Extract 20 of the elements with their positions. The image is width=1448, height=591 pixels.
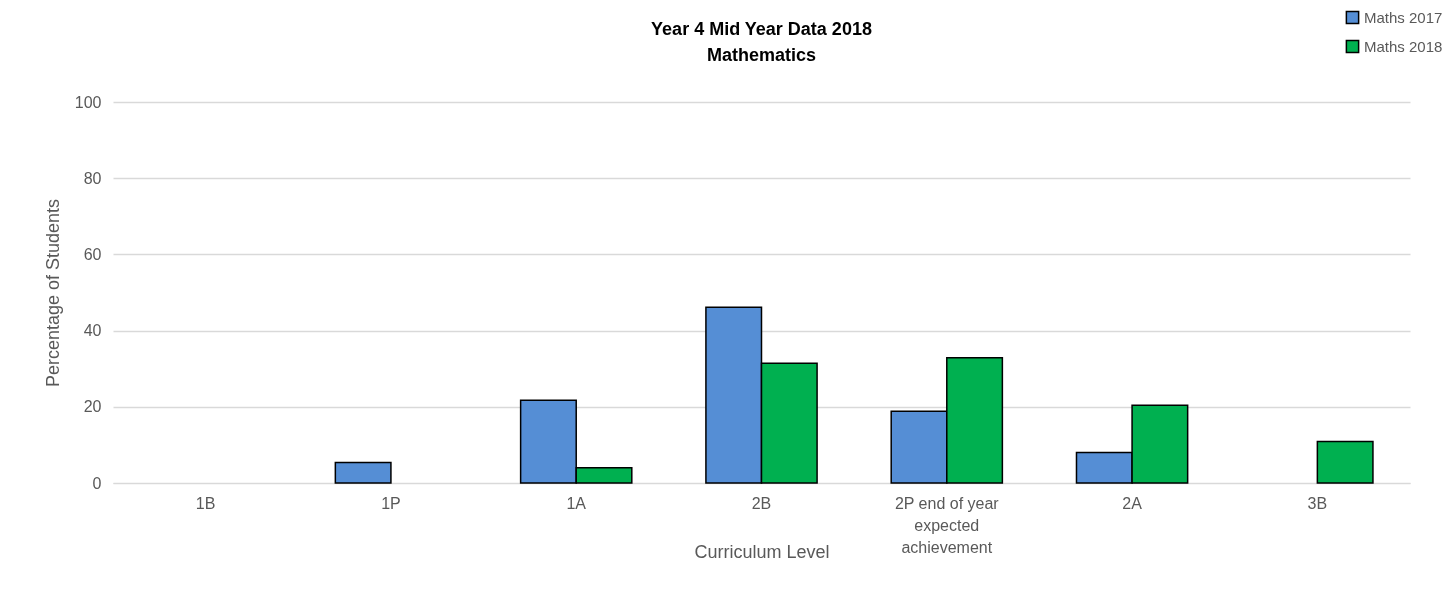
x-tick-label: 2A (1122, 494, 1143, 512)
bar (334, 461, 392, 484)
legend-label: Maths 2017 (1364, 8, 1443, 26)
y-tick-label: 20 (83, 398, 102, 416)
y-axis-title: Percentage of Students (42, 198, 63, 388)
x-tick-label: 3B (1307, 494, 1328, 512)
x-tick-label: 1A (566, 494, 587, 512)
y-tick-label: 60 (83, 245, 102, 263)
x-tick-label: 2B (751, 494, 772, 512)
y-tick-label: 0 (92, 474, 102, 492)
y-tick-label: 100 (74, 93, 102, 111)
x-tick-label: 1P (381, 494, 401, 512)
chart-title: Year 4 Mid Year Data 2018 Mathematics (651, 19, 872, 65)
legend-label: Maths 2018 (1364, 37, 1443, 55)
x-tick-label: 1B (195, 494, 216, 512)
x-axis-title: Curriculum Level (694, 541, 830, 562)
y-tick-label: 40 (83, 322, 102, 340)
x-tick-label: 2P end of year expected achievement (894, 494, 1000, 556)
bar (1316, 440, 1374, 484)
y-tick-label: 80 (83, 169, 102, 187)
